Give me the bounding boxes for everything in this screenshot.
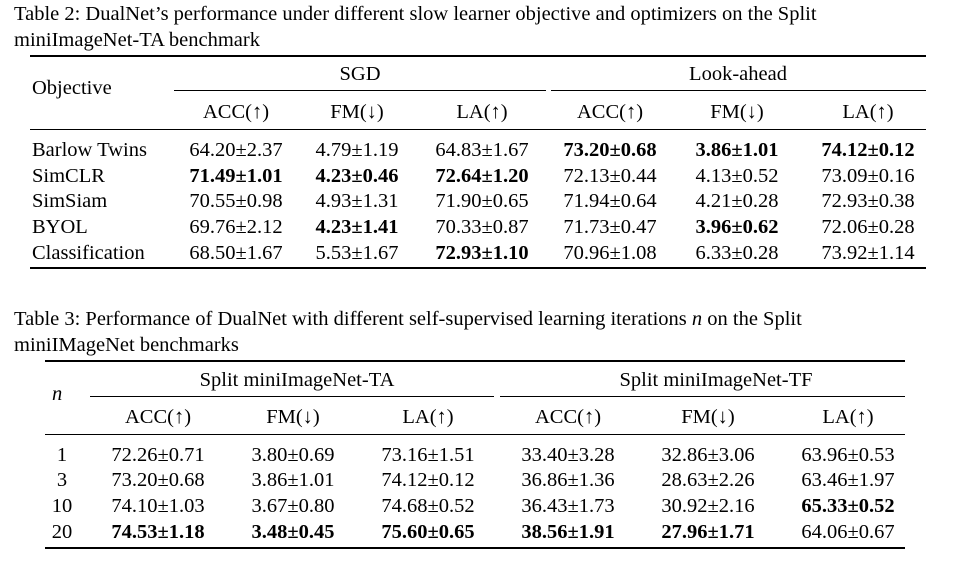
table2-value-cell: 70.55±0.98 [189, 190, 283, 212]
table2-row-label: Classification [32, 242, 145, 264]
table2-group-sgd: SGD [339, 63, 381, 85]
table3-row-label: 3 [56, 469, 68, 491]
table2-value-cell: 73.92±1.14 [821, 242, 915, 264]
table3-n-header: n [52, 383, 63, 405]
table2-value-cell: 73.20±0.68 [563, 139, 657, 161]
table2-value-cell: 72.93±0.38 [821, 190, 915, 212]
table3-value-cell: 73.16±1.51 [381, 444, 475, 466]
table3-caption-part2: on the Split [707, 308, 802, 330]
table3-value-cell: 74.12±0.12 [381, 469, 475, 491]
table2-row-label: BYOL [32, 216, 88, 238]
table3-metric-header: FM(↓) [266, 406, 320, 428]
table3-metric-header: FM(↓) [681, 406, 735, 428]
table3-value-cell: 27.96±1.71 [661, 521, 755, 543]
table2-value-cell: 73.09±0.16 [821, 165, 915, 187]
table3-mid-rule [45, 434, 905, 435]
table3-value-cell: 73.20±0.68 [111, 469, 205, 491]
table2-value-cell: 4.23±1.41 [315, 216, 399, 238]
table2-value-cell: 70.96±1.08 [563, 242, 657, 264]
table3-row-label: 10 [51, 495, 73, 517]
table2-value-cell: 72.06±0.28 [821, 216, 915, 238]
table3-row-label: 20 [51, 521, 73, 543]
table3-value-cell: 32.86±3.06 [661, 444, 755, 466]
table3-value-cell: 33.40±3.28 [521, 444, 615, 466]
table2-value-cell: 4.21±0.28 [695, 190, 779, 212]
table3-ta-cmidrule [90, 396, 494, 397]
table2-objective-header: Objective [32, 77, 112, 99]
table2-metric-header: FM(↓) [710, 101, 764, 123]
table2-value-cell: 4.93±1.31 [315, 190, 399, 212]
table2-value-cell: 64.83±1.67 [435, 139, 529, 161]
table3-bottom-rule [45, 547, 905, 549]
table3-caption-part1: Table 3: Performance of DualNet with dif… [14, 308, 687, 330]
table3-value-cell: 36.43±1.73 [521, 495, 615, 517]
table2-metric-header: ACC(↑) [202, 101, 270, 123]
table2-caption-line2: miniImageNet-TA benchmark [14, 29, 260, 51]
table3-metric-header: LA(↑) [402, 406, 454, 428]
table2-value-cell: 68.50±1.67 [189, 242, 283, 264]
table3-group-tf: Split miniImageNet-TF [619, 369, 813, 391]
table3-tf-cmidrule [500, 396, 905, 397]
table3-caption-var: n [691, 308, 703, 330]
table3-caption-line2: miniIMageNet benchmarks [14, 334, 239, 356]
table2-value-cell: 72.64±1.20 [435, 165, 529, 187]
table2-metric-header: ACC(↑) [576, 101, 644, 123]
table2-value-cell: 72.13±0.44 [563, 165, 657, 187]
table2-value-cell: 69.76±2.12 [189, 216, 283, 238]
table3-value-cell: 74.68±0.52 [381, 495, 475, 517]
table2-value-cell: 3.86±1.01 [695, 139, 779, 161]
table2-value-cell: 6.33±0.28 [695, 242, 779, 264]
table3-value-cell: 64.06±0.67 [801, 521, 895, 543]
table2-caption-line1: Table 2: DualNet’s performance under dif… [14, 3, 817, 25]
table2-mid-rule [30, 129, 926, 130]
table2-value-cell: 4.13±0.52 [695, 165, 779, 187]
table2-value-cell: 70.33±0.87 [435, 216, 529, 238]
table3-value-cell: 63.96±0.53 [801, 444, 895, 466]
table2-group-lookahead: Look-ahead [689, 63, 787, 85]
table3-value-cell: 38.56±1.91 [521, 521, 615, 543]
table2-value-cell: 5.53±1.67 [315, 242, 399, 264]
table2-row-label: SimCLR [32, 165, 105, 187]
table2-value-cell: 4.79±1.19 [315, 139, 399, 161]
table2-value-cell: 64.20±2.37 [189, 139, 283, 161]
table3-value-cell: 72.26±0.71 [111, 444, 205, 466]
table3-value-cell: 74.53±1.18 [111, 521, 205, 543]
table3-group-ta: Split miniImageNet-TA [199, 369, 395, 391]
table3-metric-header: LA(↑) [822, 406, 874, 428]
table2-value-cell: 71.49±1.01 [189, 165, 283, 187]
table2-value-cell: 71.73±0.47 [563, 216, 657, 238]
table3-value-cell: 65.33±0.52 [801, 495, 895, 517]
table3-value-cell: 74.10±1.03 [111, 495, 205, 517]
table3-value-cell: 30.92±2.16 [661, 495, 755, 517]
table2-value-cell: 71.90±0.65 [435, 190, 529, 212]
table3-value-cell: 3.48±0.45 [251, 521, 335, 543]
table3-value-cell: 3.67±0.80 [251, 495, 335, 517]
table3-caption-line1: Table 3: Performance of DualNet with dif… [14, 307, 944, 331]
table2-sgd-cmidrule [174, 90, 546, 91]
table2-value-cell: 71.94±0.64 [563, 190, 657, 212]
table2-top-rule [30, 55, 926, 57]
table2-lookahead-cmidrule [551, 90, 926, 91]
table2-value-cell: 72.93±1.10 [435, 242, 529, 264]
table3-value-cell: 63.46±1.97 [801, 469, 895, 491]
table3-top-rule [45, 360, 905, 362]
table3-metric-header: ACC(↑) [124, 406, 192, 428]
table2-row-label: Barlow Twins [32, 139, 147, 161]
table2-metric-header: LA(↑) [456, 101, 508, 123]
table3-value-cell: 3.86±1.01 [251, 469, 335, 491]
table3-row-label: 1 [56, 444, 68, 466]
table2-metric-header: FM(↓) [330, 101, 384, 123]
table2-row-label: SimSiam [32, 190, 108, 212]
table3-value-cell: 3.80±0.69 [251, 444, 335, 466]
table3-metric-header: ACC(↑) [534, 406, 602, 428]
table2-value-cell: 74.12±0.12 [821, 139, 915, 161]
table2-value-cell: 4.23±0.46 [315, 165, 399, 187]
table3-value-cell: 36.86±1.36 [521, 469, 615, 491]
table3-value-cell: 28.63±2.26 [661, 469, 755, 491]
table2-metric-header: LA(↑) [842, 101, 894, 123]
table2-value-cell: 3.96±0.62 [695, 216, 779, 238]
table2-bottom-rule [30, 267, 926, 269]
table3-value-cell: 75.60±0.65 [381, 521, 475, 543]
